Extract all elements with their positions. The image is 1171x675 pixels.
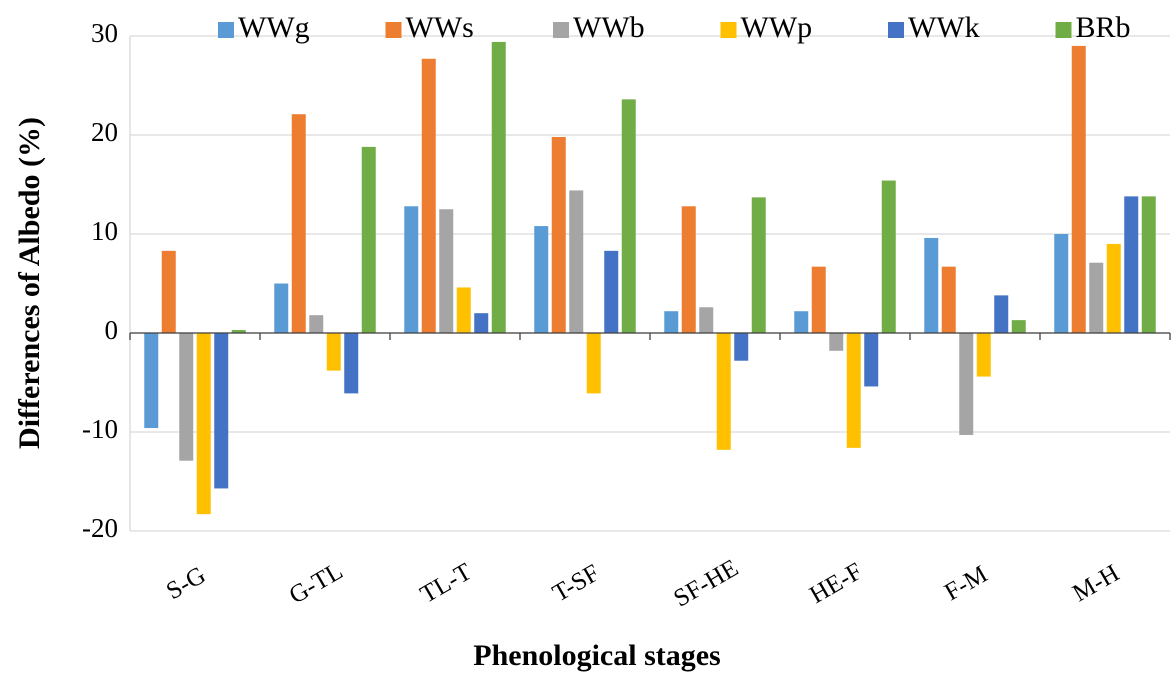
bar <box>291 114 306 334</box>
bar <box>976 333 991 377</box>
bar <box>829 333 844 351</box>
legend-swatch <box>720 22 737 38</box>
bar <box>421 58 436 334</box>
x-tick-label: TL-T <box>416 558 476 608</box>
bar <box>456 287 471 333</box>
bar <box>179 333 194 461</box>
y-tick-label: 0 <box>105 315 119 345</box>
bar <box>941 266 956 333</box>
bar <box>734 333 749 361</box>
bar <box>1054 234 1069 333</box>
bar <box>699 307 714 333</box>
bar <box>1141 196 1156 333</box>
bar <box>811 266 826 333</box>
bar <box>474 313 489 333</box>
bar <box>344 333 359 394</box>
bar <box>214 333 229 489</box>
legend-label: BRb <box>1076 11 1131 44</box>
bar <box>959 333 974 435</box>
bar <box>846 333 861 448</box>
legend-label: WWk <box>908 11 980 44</box>
bar <box>439 209 454 333</box>
bar <box>751 197 766 333</box>
bar <box>1071 45 1086 334</box>
bar <box>994 295 1009 333</box>
bar <box>144 333 159 429</box>
legend-swatch <box>553 22 569 38</box>
bar <box>274 283 289 333</box>
x-tick-label: M-H <box>1068 560 1124 608</box>
bar <box>1089 262 1104 333</box>
bar <box>716 333 731 450</box>
legend-label: WWb <box>573 11 645 44</box>
bar <box>161 250 176 333</box>
legend-label: WWs <box>406 11 474 44</box>
bar <box>551 136 566 333</box>
bar <box>231 330 246 333</box>
bar <box>1106 243 1121 333</box>
bar <box>881 180 896 333</box>
bar <box>534 226 549 333</box>
y-tick-label: -10 <box>82 414 118 444</box>
bar <box>326 333 341 371</box>
bar <box>864 333 879 387</box>
bar <box>681 206 696 333</box>
bar <box>569 190 584 333</box>
legend-swatch <box>1055 22 1072 38</box>
bar <box>196 333 211 515</box>
legend-label: WWg <box>238 11 310 44</box>
x-tick-label: S-G <box>162 562 210 606</box>
x-tick-label: HE-F <box>805 558 867 609</box>
legend-swatch <box>218 22 234 38</box>
bar <box>491 41 506 333</box>
y-tick-label: 20 <box>91 117 118 147</box>
y-tick-label: -20 <box>82 513 118 543</box>
x-axis-label: Phenological stages <box>473 639 721 672</box>
bar <box>1124 196 1139 333</box>
y-tick-label: 30 <box>91 18 118 48</box>
y-axis-label: Differences of Albedo (%) <box>13 117 46 449</box>
y-tick-label: 10 <box>91 216 118 246</box>
x-tick-label: SF-HE <box>669 554 743 612</box>
x-tick-label: T-SF <box>548 560 604 608</box>
bar <box>586 333 601 394</box>
bar <box>361 146 376 333</box>
bar <box>794 311 809 333</box>
bar <box>604 250 619 333</box>
bar <box>664 311 679 333</box>
bar <box>924 237 939 333</box>
x-tick-label: G-TL <box>285 558 348 610</box>
bar <box>309 315 324 333</box>
x-tick-label: F-M <box>940 561 992 607</box>
bar <box>621 99 636 333</box>
legend-label: WWp <box>741 11 813 44</box>
legend-swatch <box>888 22 904 38</box>
legend-swatch <box>385 22 402 38</box>
bar <box>1011 320 1026 333</box>
bar <box>404 206 419 333</box>
